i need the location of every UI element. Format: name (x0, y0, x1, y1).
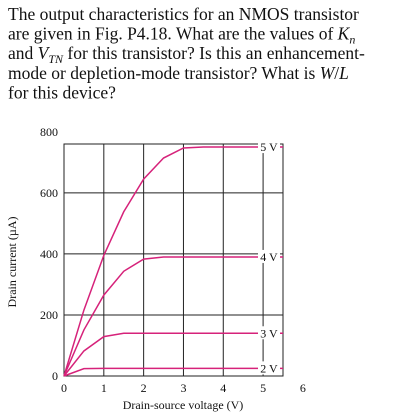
question-line: are given in Fig. P4.18. What are the va… (8, 24, 355, 47)
question-text: and (8, 43, 38, 63)
curve-label: 2 V (260, 361, 278, 375)
y-tick-label: 400 (40, 247, 58, 261)
question-text: The output characteristics for an NMOS t… (8, 4, 359, 24)
question-line: for this device? (8, 82, 116, 102)
x-tick-label: 4 (220, 381, 226, 395)
curve-label-bg (258, 361, 280, 375)
y-tick-label: 600 (40, 186, 58, 200)
curve (63, 367, 283, 377)
x-tick-label: 1 (101, 381, 107, 395)
curve-label: 5 V (260, 140, 278, 154)
y-tick-label: 800 (40, 125, 58, 139)
question-text: for this transistor? Is this an enhancem… (63, 43, 365, 63)
y-tick-label: 200 (40, 308, 58, 322)
curve-label-bg (258, 249, 280, 263)
question-line: The output characteristics for an NMOS t… (8, 4, 359, 24)
curve-label: 3 V (260, 326, 278, 340)
question-text: K (337, 24, 351, 44)
curve-label: 4 V (260, 250, 278, 264)
question-text: L (338, 63, 349, 83)
x-tick-label: 2 (141, 381, 147, 395)
chart: Drain-source voltage (V) Drain current (… (5, 125, 306, 412)
curve (63, 332, 283, 377)
x-tick-label: 6 (300, 381, 306, 395)
question-text: W (320, 63, 336, 83)
x-axis-label: Drain-source voltage (V) (123, 398, 244, 412)
question-text: / (334, 63, 339, 83)
question: The output characteristics for an NMOS t… (8, 4, 365, 102)
y-tick-label: 0 (52, 369, 58, 383)
question-text: are given in Fig. P4.18. What are the va… (8, 24, 338, 44)
curve-label-bg (258, 326, 280, 340)
x-tick-label: 0 (61, 381, 67, 395)
question-text: for this device? (8, 82, 116, 102)
curve (63, 256, 283, 377)
question-line: and VTN for this transistor? Is this an … (8, 43, 365, 66)
question-text: V (38, 43, 51, 63)
curve (63, 146, 283, 377)
question-line: mode or depletion-mode transistor? What … (8, 63, 349, 83)
curve-label-bg (258, 140, 280, 154)
y-axis-label: Drain current (µA) (5, 217, 19, 308)
question-text: n (349, 33, 355, 47)
x-tick-label: 5 (260, 381, 266, 395)
question-text: TN (48, 52, 64, 66)
question-text: mode or depletion-mode transistor? What … (8, 63, 320, 83)
x-tick-label: 3 (180, 381, 186, 395)
